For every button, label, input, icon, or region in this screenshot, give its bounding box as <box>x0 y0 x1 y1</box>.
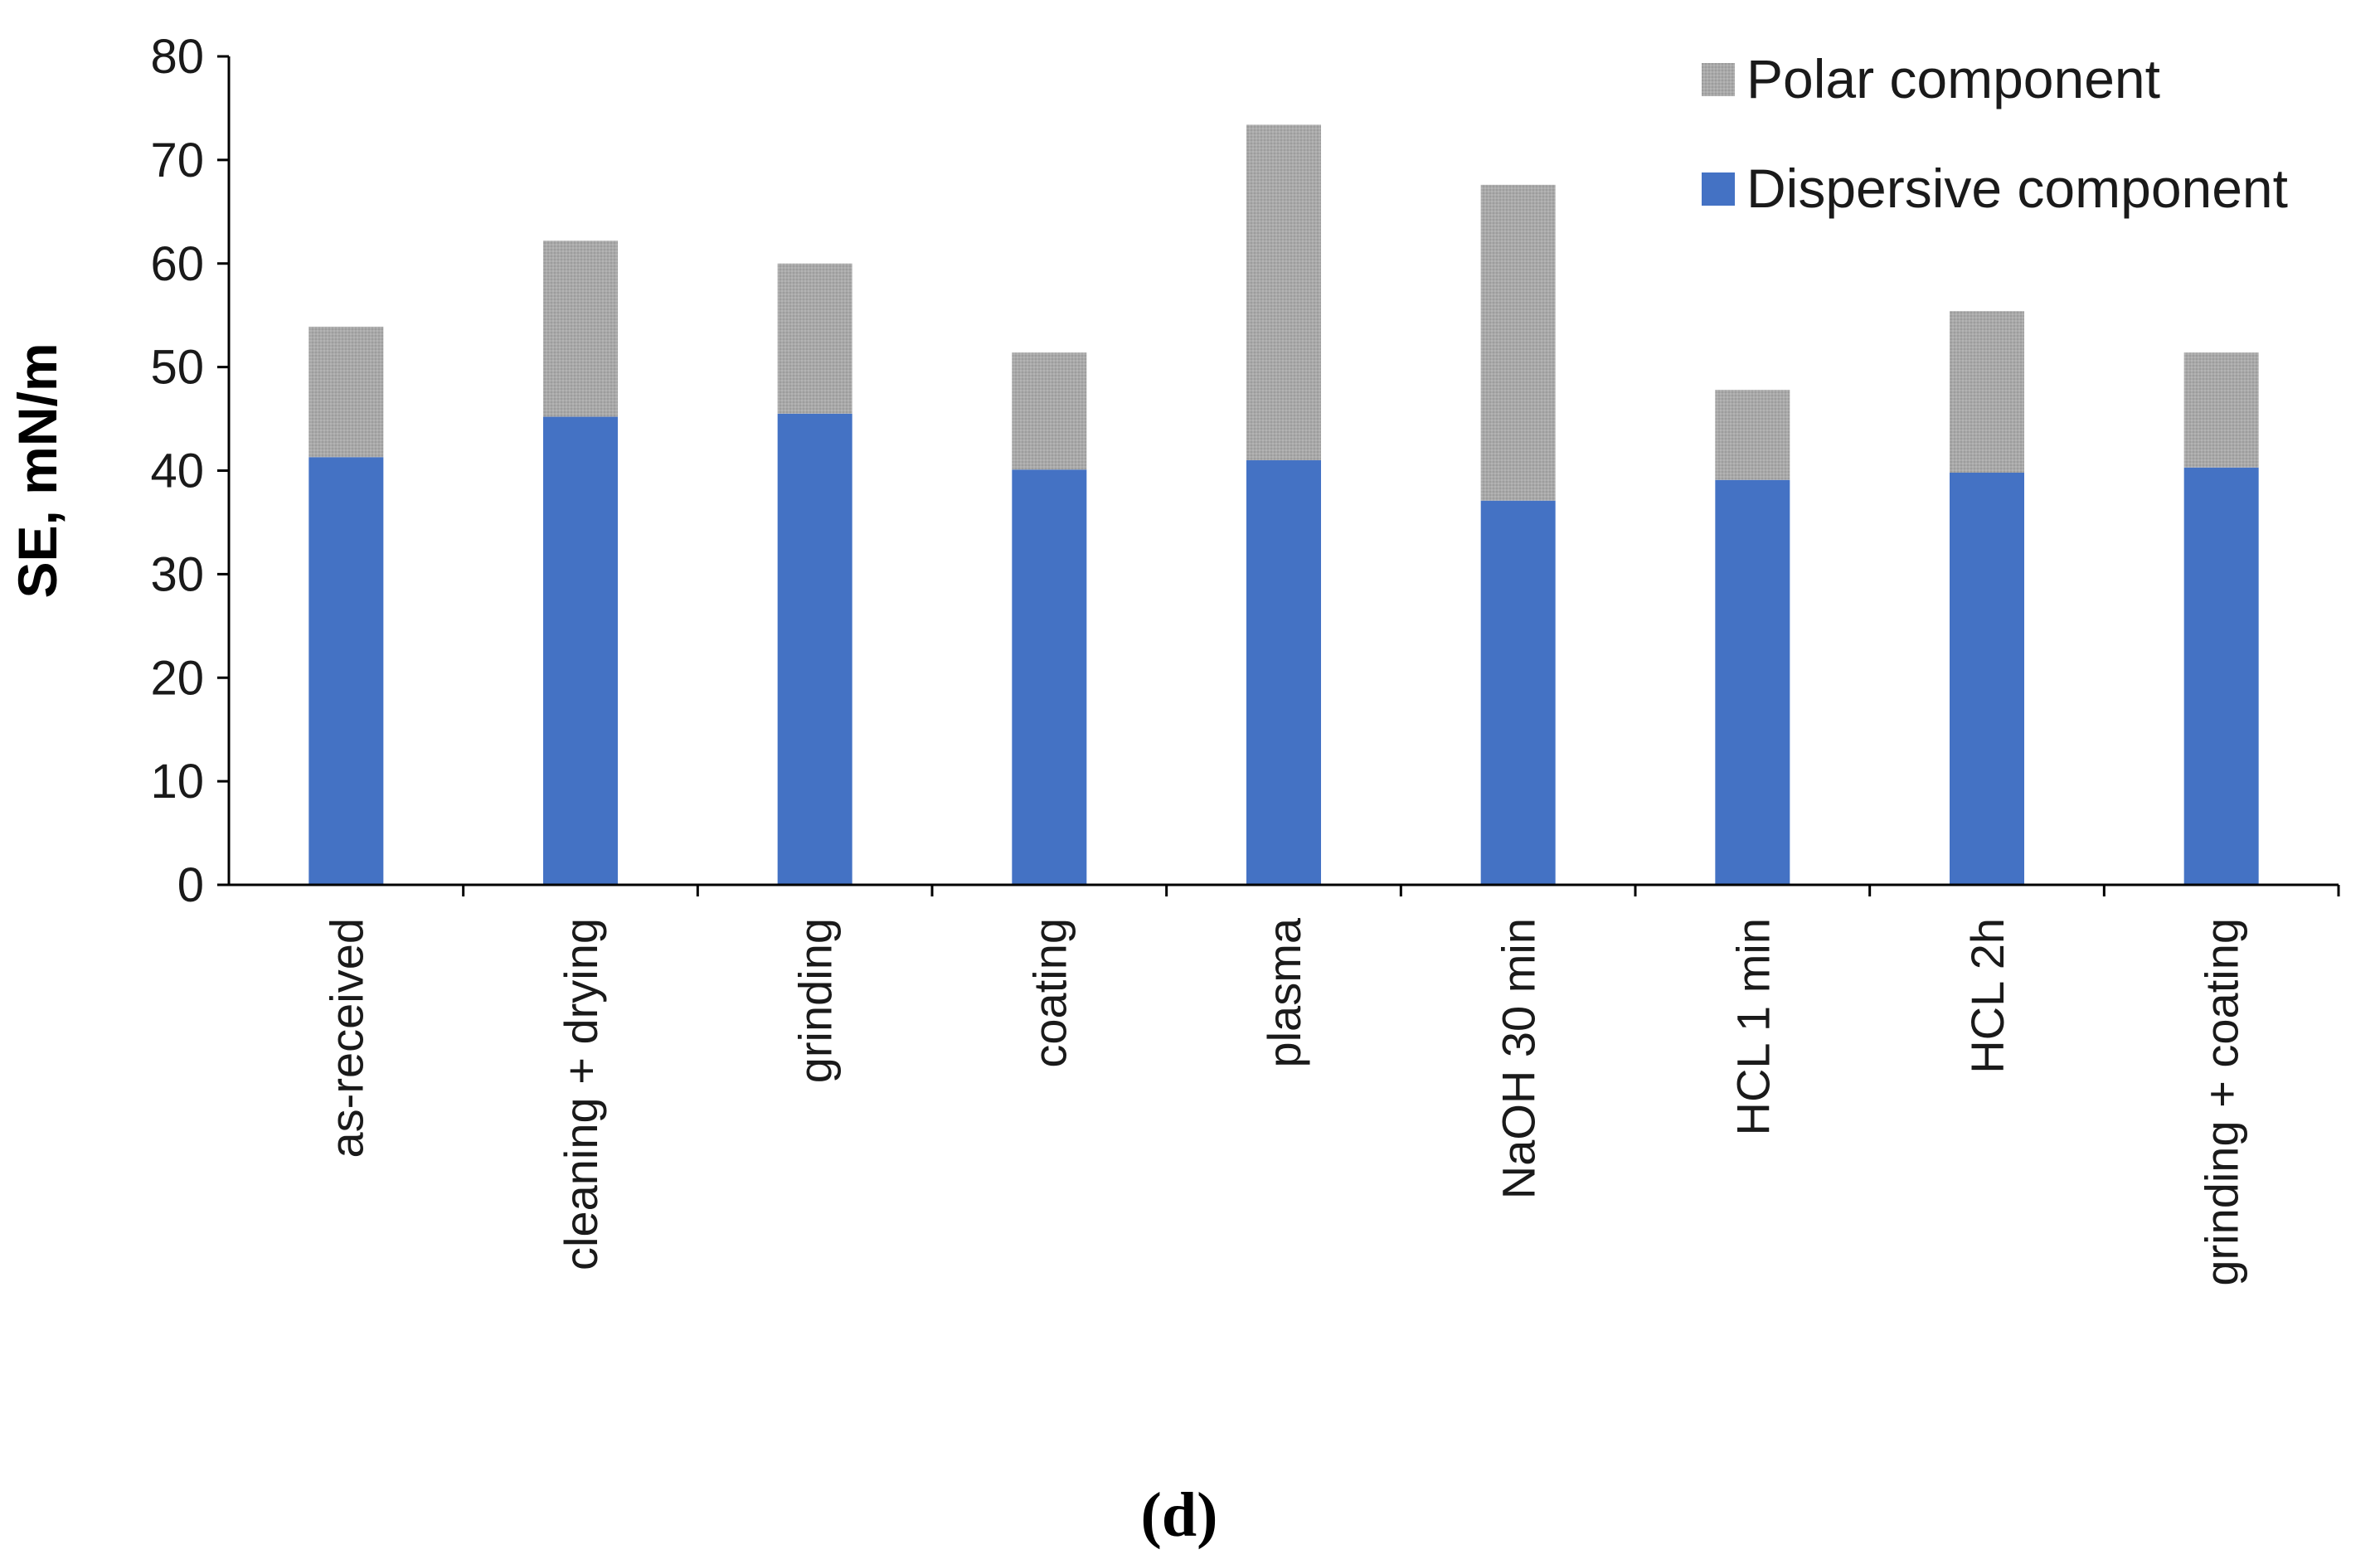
bar-polar-1 <box>543 240 618 417</box>
y-tick-label: 30 <box>150 547 204 601</box>
y-tick-label: 80 <box>150 30 204 84</box>
y-tick-label: 40 <box>150 444 204 498</box>
x-category-label: grinding + coating <box>2196 918 2248 1286</box>
x-axis-category-labels: as-received cleaning + drying grinding coat… <box>320 917 2247 1286</box>
bar-polar-2 <box>777 263 852 414</box>
legend-swatch-polar <box>1702 63 1735 96</box>
x-category-label: NaOH 30 min <box>1493 918 1545 1199</box>
bar-polar-3 <box>1012 352 1087 470</box>
x-category-label: HCL 1 min <box>1727 918 1779 1135</box>
x-category-label: cleaning + drying <box>555 918 607 1270</box>
bar-dispersive-0 <box>308 457 384 885</box>
bars-group <box>308 124 2340 896</box>
y-axis-title: SE, mN/m <box>7 342 68 598</box>
y-axis-ticks: 0 10 20 30 40 50 60 70 80 <box>150 30 229 912</box>
bar-polar-6 <box>1715 390 1790 480</box>
bar-dispersive-7 <box>1950 472 2024 885</box>
x-category-label: grinding <box>789 918 842 1083</box>
panel-label: (d) <box>1141 1480 1218 1550</box>
bar-polar-0 <box>308 326 384 458</box>
bar-dispersive-1 <box>543 416 618 885</box>
bar-polar-8 <box>2183 352 2259 468</box>
bar-dispersive-8 <box>2183 467 2259 885</box>
y-tick-label: 70 <box>150 134 204 187</box>
x-category-label: as-received <box>320 918 372 1158</box>
y-tick-label: 50 <box>150 341 204 395</box>
bar-dispersive-5 <box>1480 500 1556 885</box>
y-tick-label: 10 <box>150 755 204 809</box>
legend-label-dispersive: Dispersive component <box>1746 158 2288 219</box>
x-category-label: HCL 2h <box>1961 918 2013 1074</box>
x-category-label: coating <box>1023 918 1076 1068</box>
bar-dispersive-4 <box>1246 460 1321 885</box>
x-category-label: plasma <box>1258 917 1310 1067</box>
bar-polar-5 <box>1480 184 1556 501</box>
y-tick-label: 0 <box>177 858 204 912</box>
bar-polar-7 <box>1950 311 2024 473</box>
bar-dispersive-2 <box>777 413 852 886</box>
y-tick-label: 20 <box>150 651 204 705</box>
bar-dispersive-6 <box>1715 479 1790 885</box>
legend-swatch-dispersive <box>1702 172 1735 206</box>
bar-dispersive-3 <box>1012 469 1087 885</box>
legend-label-polar: Polar component <box>1746 48 2160 109</box>
y-tick-label: 60 <box>150 237 204 291</box>
bar-polar-4 <box>1246 124 1321 461</box>
legend: Polar component Dispersive component <box>1702 48 2288 219</box>
